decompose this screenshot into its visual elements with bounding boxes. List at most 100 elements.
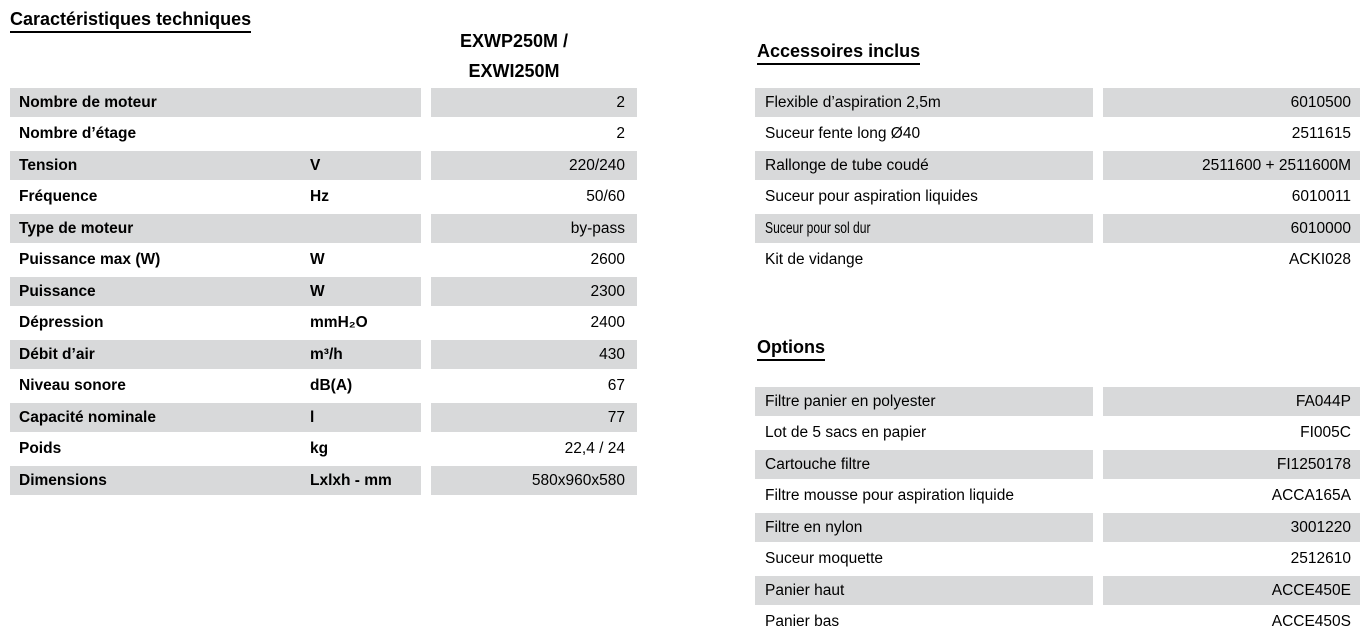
spec-label: Niveau sonore [19, 377, 126, 394]
option-ref: 2512610 [1290, 550, 1351, 567]
option-ref: 3001220 [1103, 513, 1360, 542]
spec-row-poids: Poids kg 22,4 / 24 [10, 435, 637, 464]
spec-label: Dimensions [19, 471, 107, 489]
spec-row-nombre-d-etage: Nombre d’étage 2 [10, 120, 637, 149]
accessory-row-suceur-fente: Suceur fente long Ø40 2511615 [755, 120, 1360, 149]
spec-row-puissance: Puissance W 2300 [10, 277, 637, 306]
options-section-title: Options [757, 337, 825, 361]
spec-label: Tension [19, 156, 78, 174]
spec-label: Puissance [19, 282, 96, 300]
options-table: Filtre panier en polyester FA044P Lot de… [755, 387, 1360, 637]
option-row-filtre-mousse: Filtre mousse pour aspiration liquide AC… [755, 482, 1360, 511]
spec-row-nombre-de-moteur: Nombre de moteur 2 [10, 88, 637, 117]
accessories-table: Flexible d’aspiration 2,5m 6010500 Suceu… [755, 88, 1360, 275]
spec-value: 2400 [590, 314, 625, 331]
spec-row-debit-d-air: Débit d’air m³/h 430 [10, 340, 637, 369]
accessory-label: Suceur pour sol dur [765, 219, 871, 237]
spec-label: Fréquence [19, 188, 98, 205]
option-ref: FA044P [1103, 387, 1360, 416]
accessory-ref: 6010011 [1291, 188, 1351, 205]
accessory-ref: 6010500 [1103, 88, 1360, 117]
spec-value: 77 [431, 403, 637, 432]
option-row-panier-haut: Panier haut ACCE450E [755, 576, 1360, 605]
option-label: Filtre en nylon [765, 518, 863, 536]
spec-unit: Lxlxh - mm [310, 471, 392, 489]
spec-unit: W [310, 251, 325, 268]
model-column-header: EXWP250M / EXWI250M [414, 26, 614, 86]
option-label: Lot de 5 sacs en papier [765, 424, 927, 441]
spec-value: by-pass [431, 214, 637, 243]
spec-value: 2 [616, 125, 625, 142]
spec-value: 2300 [431, 277, 637, 306]
spec-value: 67 [607, 377, 625, 394]
option-row-panier-bas: Panier bas ACCE450S [755, 608, 1360, 637]
accessory-label: Suceur fente long Ø40 [765, 125, 921, 142]
option-row-suceur-moquette: Suceur moquette 2512610 [755, 545, 1360, 574]
accessory-label: Suceur pour aspiration liquides [765, 188, 978, 205]
spec-unit: dB(A) [310, 377, 353, 394]
accessory-ref: 6010000 [1103, 214, 1360, 243]
accessory-label: Rallonge de tube coudé [765, 156, 929, 174]
spec-value: 580x960x580 [431, 466, 637, 495]
option-label: Panier haut [765, 581, 845, 599]
spec-label: Capacité nominale [19, 408, 156, 426]
spec-unit: m³/h [310, 345, 343, 363]
accessory-row-rallonge-tube: Rallonge de tube coudé 2511600 + 2511600… [755, 151, 1360, 180]
option-ref: FI1250178 [1103, 450, 1360, 479]
accessory-label: Flexible d’aspiration 2,5m [765, 93, 941, 111]
specs-section-title: Caractéristiques techniques [10, 9, 252, 33]
option-label: Panier bas [765, 613, 840, 630]
accessory-row-suceur-sol-dur: Suceur pour sol dur 6010000 [755, 214, 1360, 243]
model-header-line1: EXWP250M / [459, 31, 569, 51]
option-ref: ACCE450E [1103, 576, 1360, 605]
option-label: Filtre panier en polyester [765, 392, 936, 410]
spec-unit: l [310, 408, 315, 426]
spec-row-depression: Dépression mmH₂O 2400 [10, 309, 637, 338]
spec-row-frequence: Fréquence Hz 50/60 [10, 183, 637, 212]
spec-unit: V [310, 156, 321, 174]
model-header-line2: EXWI250M [468, 61, 560, 81]
spec-unit: kg [310, 440, 329, 457]
accessory-label: Kit de vidange [765, 251, 864, 268]
spec-value: 2600 [590, 251, 625, 268]
accessory-ref: ACKI028 [1288, 251, 1351, 268]
spec-unit: W [310, 282, 325, 300]
spec-unit: mmH₂O [310, 314, 368, 331]
option-row-sacs-papier: Lot de 5 sacs en papier FI005C [755, 419, 1360, 448]
option-label: Cartouche filtre [765, 455, 871, 473]
spec-row-type-de-moteur: Type de moteur by-pass [10, 214, 637, 243]
option-row-filtre-panier: Filtre panier en polyester FA044P [755, 387, 1360, 416]
spec-label: Puissance max (W) [19, 251, 161, 268]
spec-value: 220/240 [431, 151, 637, 180]
spec-value: 22,4 / 24 [564, 440, 625, 457]
specs-table: Nombre de moteur 2 Nombre d’étage 2 Tens… [10, 88, 637, 495]
accessory-ref: 2511615 [1291, 125, 1351, 142]
spec-value: 430 [431, 340, 637, 369]
option-row-filtre-nylon: Filtre en nylon 3001220 [755, 513, 1360, 542]
option-label: Filtre mousse pour aspiration liquide [765, 487, 1014, 504]
option-ref: FI005C [1300, 424, 1351, 441]
spec-label: Nombre d’étage [19, 125, 137, 142]
accessory-ref: 2511600 + 2511600M [1103, 151, 1360, 180]
spec-row-puissance-max: Puissance max (W) W 2600 [10, 246, 637, 275]
accessory-row-flexible-aspiration: Flexible d’aspiration 2,5m 6010500 [755, 88, 1360, 117]
spec-label: Dépression [19, 314, 104, 331]
spec-label: Poids [19, 440, 62, 457]
spec-value: 2 [431, 88, 637, 117]
spec-row-dimensions: Dimensions Lxlxh - mm 580x960x580 [10, 466, 637, 495]
option-row-cartouche-filtre: Cartouche filtre FI1250178 [755, 450, 1360, 479]
spec-label: Débit d’air [19, 345, 95, 363]
spec-value: 50/60 [586, 188, 625, 205]
spec-row-tension: Tension V 220/240 [10, 151, 637, 180]
spec-label: Nombre de moteur [19, 93, 157, 111]
option-label: Suceur moquette [765, 550, 884, 567]
spec-row-niveau-sonore: Niveau sonore dB(A) 67 [10, 372, 637, 401]
accessory-row-suceur-liquides: Suceur pour aspiration liquides 6010011 [755, 183, 1360, 212]
option-ref: ACCE450S [1271, 613, 1351, 630]
accessory-row-kit-vidange: Kit de vidange ACKI028 [755, 246, 1360, 275]
spec-unit: Hz [310, 188, 329, 205]
option-ref: ACCA165A [1271, 487, 1351, 504]
accessories-section-title: Accessoires inclus [757, 41, 921, 65]
spec-label: Type de moteur [19, 219, 134, 237]
